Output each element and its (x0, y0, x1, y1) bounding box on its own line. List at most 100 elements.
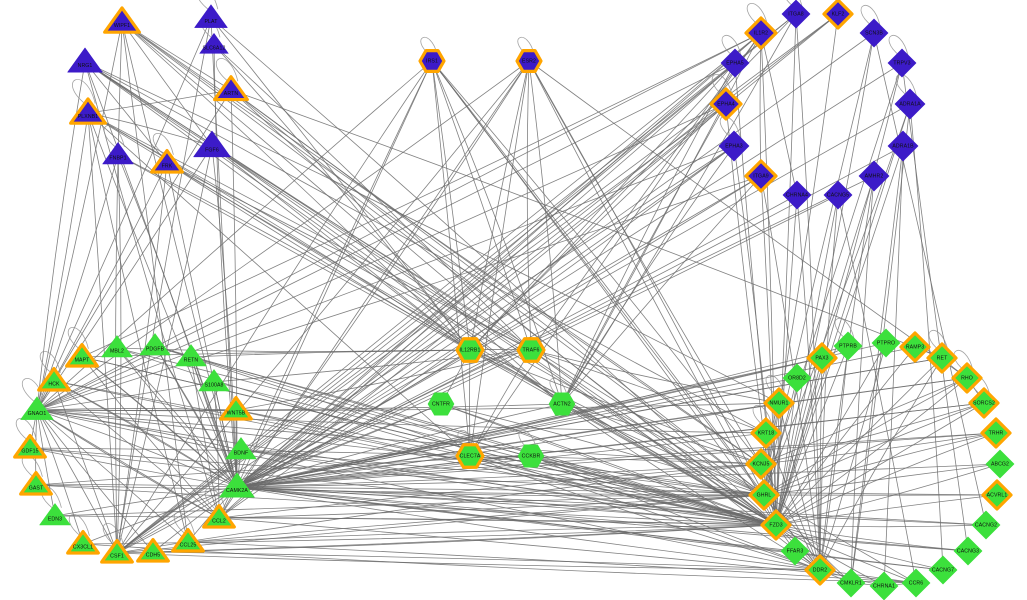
triangle-node-shape[interactable] (175, 344, 207, 367)
diamond-node-shape[interactable] (745, 448, 777, 480)
diamond-node-shape[interactable] (760, 509, 792, 541)
graph-node-cacng7[interactable]: CACNG7 (928, 555, 958, 585)
triangle-node-shape[interactable] (225, 437, 257, 460)
diamond-node-shape[interactable] (981, 479, 1013, 511)
hexagon-node-shape[interactable] (427, 392, 455, 416)
diamond-node-shape[interactable] (928, 555, 958, 585)
diamond-node-shape[interactable] (804, 554, 836, 586)
triangle-node-shape[interactable] (219, 472, 255, 498)
hexagon-node-shape[interactable] (548, 392, 576, 416)
diamond-node-shape[interactable] (833, 331, 863, 361)
diamond-node-shape[interactable] (806, 342, 838, 374)
diamond-node-shape[interactable] (980, 417, 1012, 449)
graph-node-wipf1[interactable]: WIPF1 (103, 6, 141, 34)
diamond-node-shape[interactable] (887, 130, 919, 162)
graph-node-gast[interactable]: GAST (19, 470, 53, 496)
triangle-node-shape[interactable] (66, 529, 100, 555)
graph-node-krt18[interactable]: KRT18 (750, 417, 782, 449)
triangle-node-shape[interactable] (100, 538, 134, 564)
diamond-node-shape[interactable] (953, 536, 983, 566)
graph-node-artn[interactable]: ARTN (213, 75, 249, 102)
graph-node-esr2[interactable]: ESR2 (515, 49, 543, 73)
triangle-node-shape[interactable] (101, 335, 133, 358)
triangle-node-shape[interactable] (103, 6, 141, 34)
diamond-node-shape[interactable] (971, 510, 1001, 540)
graph-node-gdf15[interactable]: GDF15 (13, 433, 47, 459)
diamond-node-shape[interactable] (709, 87, 743, 121)
graph-node-epha4[interactable]: EPHA4 (709, 87, 743, 121)
diamond-node-shape[interactable] (718, 130, 750, 162)
diamond-node-shape[interactable] (744, 16, 778, 50)
diamond-node-shape[interactable] (836, 568, 866, 598)
graph-node-slc6a12[interactable]: SLC6A12 (199, 33, 229, 54)
graph-node-chrna1[interactable]: CHRNA1 (869, 571, 899, 600)
diamond-node-shape[interactable] (823, 180, 853, 210)
graph-node-s100a8[interactable]: S100A8 (198, 369, 230, 392)
graph-node-fnbp1[interactable]: FNBP1 (102, 142, 134, 165)
diamond-node-shape[interactable] (781, 0, 811, 29)
graph-node-cckbr[interactable]: CCKBR (517, 444, 545, 468)
graph-node-sorcs2[interactable]: SORCS2 (968, 387, 1000, 419)
diamond-node-shape[interactable] (859, 18, 889, 48)
triangle-node-shape[interactable] (37, 366, 71, 392)
graph-node-trpv3[interactable]: TRPV3 (887, 48, 917, 78)
triangle-node-shape[interactable] (65, 342, 99, 368)
graph-node-ccr6[interactable]: CCR6 (901, 568, 931, 598)
graph-node-adra1b[interactable]: ADRA1B (887, 130, 919, 162)
diamond-node-shape[interactable] (780, 536, 810, 566)
hexagon-node-shape[interactable] (418, 49, 446, 73)
diamond-node-shape[interactable] (763, 387, 795, 419)
graph-node-bdnf[interactable]: BDNF (225, 437, 257, 460)
triangle-node-shape[interactable] (199, 33, 229, 54)
diamond-node-shape[interactable] (899, 331, 931, 363)
graph-node-cacng3[interactable]: CACNG3 (953, 536, 983, 566)
triangle-node-shape[interactable] (193, 130, 231, 158)
diamond-node-shape[interactable] (887, 48, 917, 78)
graph-node-klf2[interactable]: KLF2 (822, 0, 854, 30)
graph-node-epha5[interactable]: EPHA5 (720, 48, 750, 78)
graph-node-cntfr[interactable]: CNTFR (427, 392, 455, 416)
triangle-node-shape[interactable] (219, 395, 253, 421)
diamond-node-shape[interactable] (871, 328, 901, 358)
diamond-node-shape[interactable] (951, 362, 983, 394)
graph-node-amhr2[interactable]: AMHR2 (858, 160, 890, 192)
triangle-node-shape[interactable] (194, 4, 228, 28)
graph-node-nrg1[interactable]: NRG1 (67, 47, 103, 73)
triangle-node-shape[interactable] (202, 503, 236, 529)
diamond-node-shape[interactable] (968, 387, 1000, 419)
graph-node-il1r2[interactable]: IL1R2 (744, 16, 778, 50)
diamond-node-shape[interactable] (720, 48, 750, 78)
hexagon-node-shape[interactable] (517, 444, 545, 468)
hexagon-node-shape[interactable] (516, 337, 546, 363)
hexagon-node-shape[interactable] (455, 443, 485, 469)
graph-node-rho[interactable]: RHO (951, 362, 983, 394)
graph-node-cx3cl1[interactable]: CX3CL1 (66, 529, 100, 555)
hexagon-node-shape[interactable] (515, 49, 543, 73)
diamond-node-shape[interactable] (869, 571, 899, 600)
graph-node-abcg2[interactable]: ABCG2 (985, 449, 1015, 479)
diamond-node-shape[interactable] (748, 479, 780, 511)
diamond-node-shape[interactable] (822, 0, 854, 30)
diamond-node-shape[interactable] (894, 88, 926, 120)
graph-node-il12rb1[interactable]: IL12RB1 (455, 337, 485, 363)
graph-node-epha3[interactable]: EPHA3 (718, 130, 750, 162)
triangle-node-shape[interactable] (69, 97, 107, 125)
graph-node-adra1a[interactable]: ADRA1A (894, 88, 926, 120)
graph-node-fgf6[interactable]: FGF6 (193, 130, 231, 158)
hexagon-node-shape[interactable] (455, 337, 485, 363)
graph-node-scn3b[interactable]: SCN3B (859, 18, 889, 48)
graph-node-nmur1[interactable]: NMUR1 (763, 387, 795, 419)
triangle-node-shape[interactable] (198, 369, 230, 392)
graph-node-frk[interactable]: FRK (150, 148, 184, 174)
graph-node-plat[interactable]: PLAT (194, 4, 228, 28)
graph-node-mbl2[interactable]: MBL2 (101, 335, 133, 358)
graph-node-ramp3[interactable]: RAMP3 (899, 331, 931, 363)
graph-node-itga9[interactable]: ITGA9 (744, 159, 778, 193)
triangle-node-shape[interactable] (213, 75, 249, 102)
graph-node-trhr[interactable]: TRHR (980, 417, 1012, 449)
diamond-node-shape[interactable] (901, 568, 931, 598)
triangle-node-shape[interactable] (20, 396, 54, 420)
diamond-node-shape[interactable] (750, 417, 782, 449)
